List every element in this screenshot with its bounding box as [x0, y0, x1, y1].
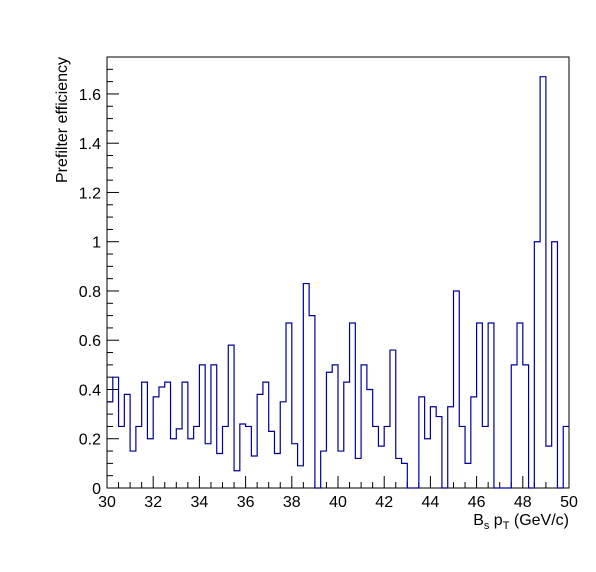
x-axis-title: Bs pT (GeV/c): [473, 512, 569, 532]
y-tick-label: 1.2: [79, 185, 101, 202]
y-axis-title: Prefilter efficiency: [54, 57, 71, 183]
x-tick-label: 50: [560, 494, 578, 511]
x-tick-label: 30: [98, 494, 116, 511]
y-tick-label: 0.6: [79, 333, 101, 350]
x-tick-label: 32: [144, 494, 162, 511]
x-tick-label: 36: [237, 494, 255, 511]
x-axis-title-sub-s: s: [484, 520, 490, 532]
y-tick-label: 0.2: [79, 432, 101, 449]
y-tick-label: 0.8: [79, 284, 101, 301]
x-tick-label: 44: [422, 494, 440, 511]
x-axis-tick-labels: 30 32 34 36 38 40 42 44 46 48 50: [98, 494, 578, 511]
x-tick-label: 34: [191, 494, 209, 511]
y-axis-ticks: [107, 56, 119, 489]
x-axis-title-tail: (GeV/c): [509, 512, 569, 529]
x-tick-label: 42: [375, 494, 393, 511]
x-axis-ticks: [106, 476, 570, 488]
histogram-line: [107, 76, 569, 489]
y-tick-label: 1: [92, 235, 101, 252]
y-tick-label: 0: [92, 481, 101, 498]
y-axis-tick-labels: 0 0.2 0.4 0.6 0.8 1 1.2 1.4 1.6: [79, 87, 101, 498]
y-tick-label: 0.4: [79, 382, 101, 399]
x-axis-title-base: B: [473, 512, 484, 529]
y-tick-label: 1.4: [79, 136, 101, 153]
x-tick-label: 38: [283, 494, 301, 511]
y-tick-label: 1.6: [79, 87, 101, 104]
x-tick-label: 48: [514, 494, 532, 511]
x-axis-title-mid: p: [489, 512, 502, 529]
x-axis-title-sub-t: T: [503, 520, 510, 532]
x-tick-label: 46: [468, 494, 486, 511]
x-tick-label: 40: [329, 494, 347, 511]
